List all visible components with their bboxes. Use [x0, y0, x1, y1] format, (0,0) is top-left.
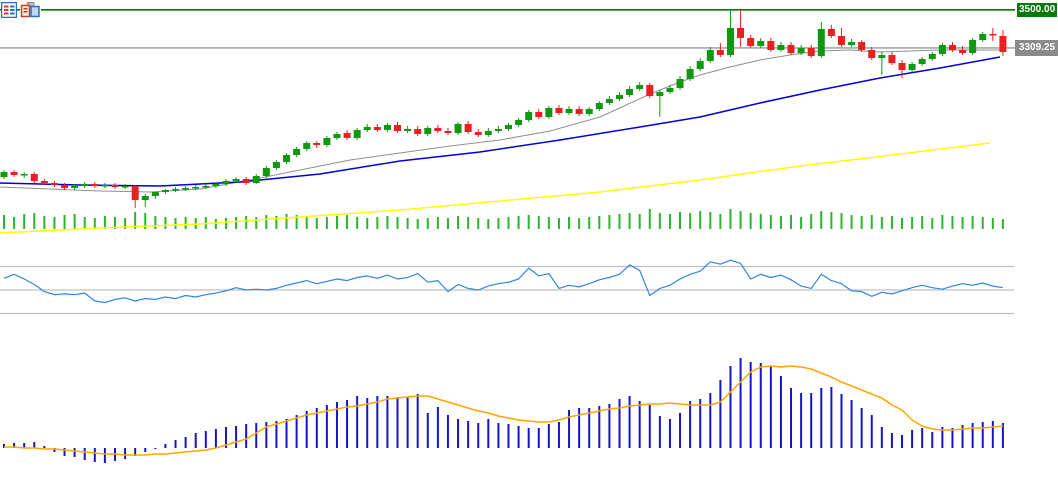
- macd-signal-line: [4, 365, 1003, 456]
- compare-pages-icon[interactable]: [20, 2, 41, 18]
- chart-toolbar: [1, 2, 41, 19]
- oscillator-line: [3, 259, 1003, 304]
- oscillator-gridlines: [0, 265, 1014, 315]
- macd-histogram: [3, 358, 1004, 463]
- volume-bars: [3, 209, 1004, 229]
- candlesticks: [0, 9, 1007, 208]
- current-price-label: 3309.25: [1015, 40, 1058, 56]
- moving-average-lines: [0, 49, 1003, 234]
- indicator-list-icon[interactable]: [1, 2, 17, 18]
- upper-price-label: 3500.00: [1017, 3, 1057, 17]
- price-level-lines: [0, 9, 1015, 49]
